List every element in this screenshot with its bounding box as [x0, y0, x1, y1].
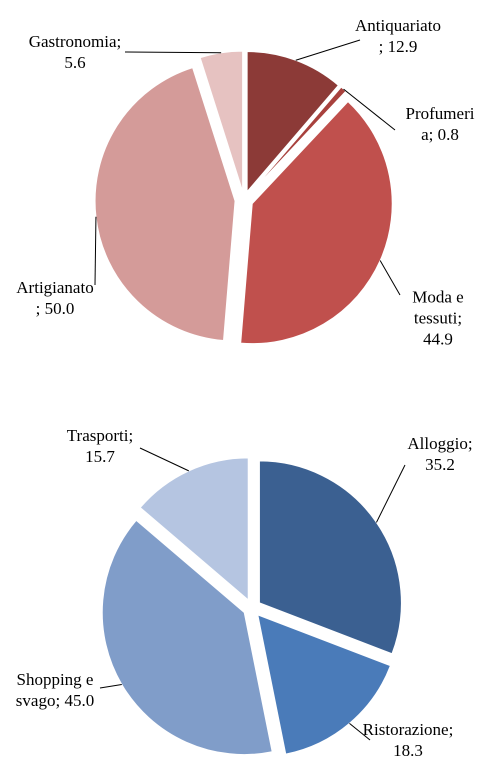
- value-label: 35.2: [425, 455, 455, 474]
- data-label: Alloggio; 35.2: [395, 433, 485, 475]
- data-label: Gastronomia; 5.6: [25, 31, 125, 73]
- category-name: Antiquariato: [355, 16, 441, 35]
- value-label: 12.9: [387, 37, 418, 56]
- category-name: Profumeria: [405, 104, 475, 144]
- value-label: 5.6: [64, 53, 86, 72]
- data-label: Antiquariato; 12.9: [353, 15, 443, 57]
- pie-slice: [101, 519, 273, 756]
- separator: ;: [378, 37, 388, 56]
- separator: ;: [116, 32, 122, 51]
- pie-slice: [240, 100, 393, 345]
- pie-slice: [94, 66, 236, 342]
- pie-slice: [199, 50, 244, 192]
- value-label: 44.9: [423, 329, 453, 349]
- value-label: 0.8: [437, 125, 459, 144]
- separator: ;: [428, 125, 438, 144]
- separator: ;: [35, 299, 45, 318]
- leader-line: [99, 683, 122, 689]
- value-label: 45.0: [64, 691, 95, 710]
- data-label: Trasporti; 15.7: [50, 425, 150, 467]
- category-name: Trasporti: [66, 426, 129, 445]
- leader-line: [94, 216, 97, 286]
- value-label: 15.7: [85, 447, 115, 466]
- leader-line: [375, 464, 406, 523]
- leader-line: [139, 447, 190, 472]
- category-name: Artigianato: [16, 278, 94, 297]
- category-name: Moda e tessuti: [412, 287, 464, 328]
- data-label: Moda e tessuti; 44.9: [403, 287, 473, 350]
- leader-line: [379, 260, 401, 296]
- value-label: 50.0: [44, 299, 75, 318]
- category-name: Alloggio: [407, 434, 468, 453]
- separator: ;: [55, 691, 65, 710]
- separator: ;: [448, 720, 454, 739]
- data-label: Ristorazione; 18.3: [360, 719, 456, 761]
- pie-slice: [257, 614, 392, 755]
- data-label: Profumeria; 0.8: [402, 103, 478, 145]
- pie-slice: [139, 457, 249, 601]
- separator: ;: [467, 434, 473, 453]
- separator: ;: [128, 426, 134, 445]
- category-name: Shopping e svago: [15, 670, 94, 710]
- value-label: 18.3: [393, 741, 423, 760]
- leader-line: [343, 88, 396, 131]
- category-name: Ristorazione: [362, 720, 449, 739]
- category-name: Gastronomia: [28, 32, 117, 51]
- data-label: Artigianato; 50.0: [15, 277, 95, 319]
- pie-slice: [246, 51, 340, 193]
- data-label: Shopping e svago; 45.0: [7, 669, 103, 711]
- leader-line: [295, 39, 361, 61]
- leader-line: [124, 51, 222, 54]
- separator: ;: [457, 308, 463, 328]
- leader-line: [349, 722, 371, 741]
